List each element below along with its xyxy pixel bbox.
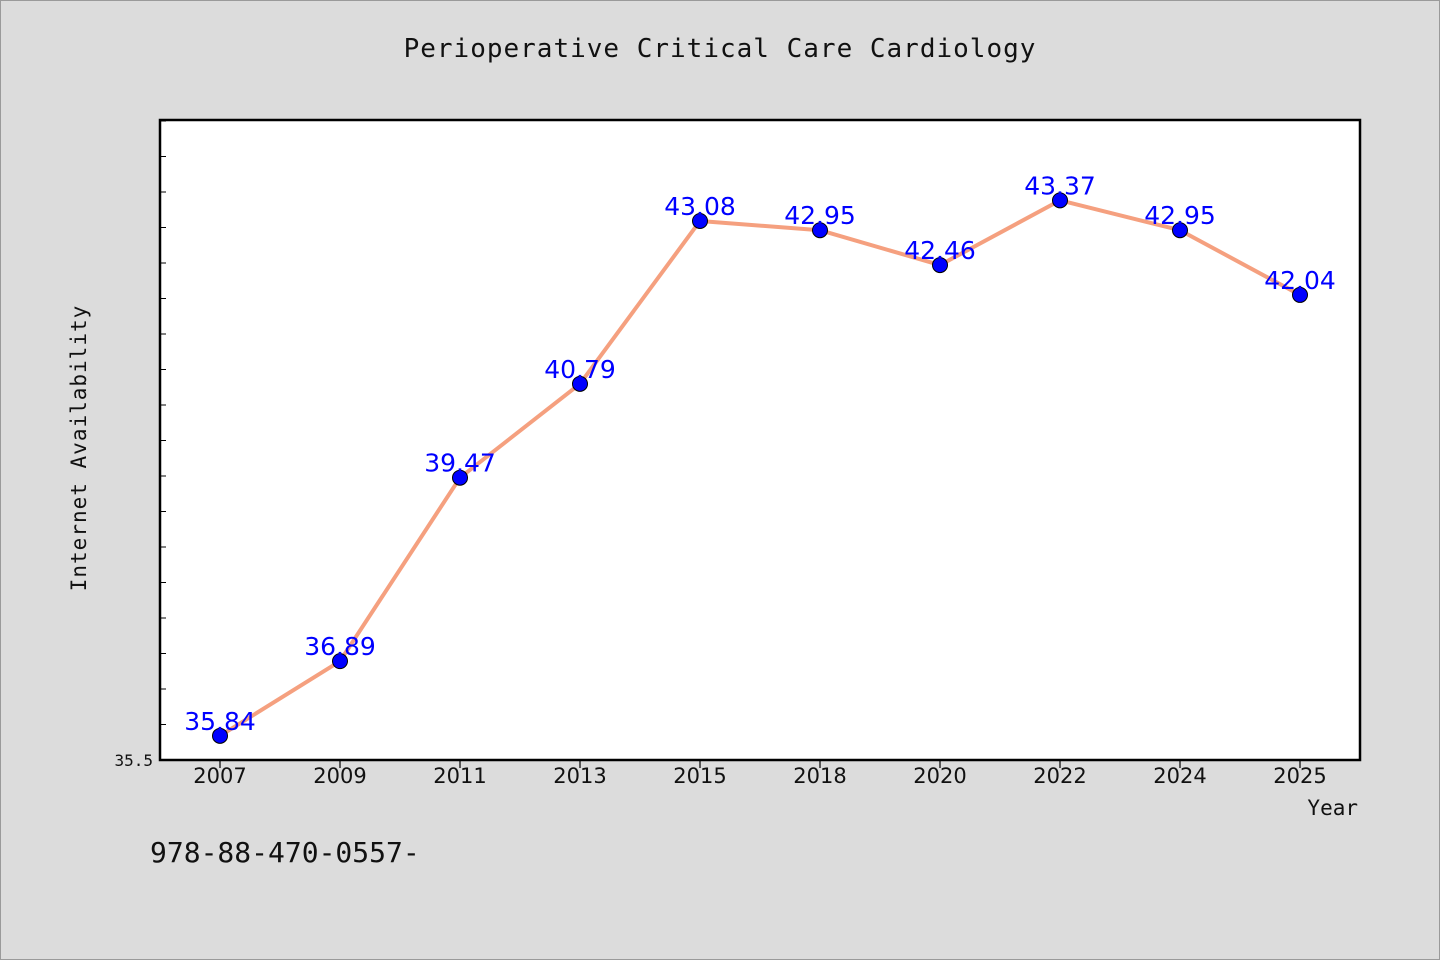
x-tick-label: 2025 (1273, 764, 1326, 788)
x-axis-label: Year (1307, 796, 1358, 820)
data-point (1292, 286, 1308, 303)
series-line (218, 198, 1302, 738)
x-tick-label: 2020 (913, 764, 966, 788)
data-point (332, 653, 348, 670)
data-label: 40.79 (544, 355, 616, 384)
x-tick-label: 2013 (553, 764, 606, 788)
footnote-isbn: 978-88-470-0557- (150, 836, 420, 869)
data-label: 42.46 (904, 236, 976, 265)
data-point (932, 257, 948, 274)
data-point (1172, 222, 1188, 239)
x-tick-label: 2018 (793, 764, 846, 788)
data-label: 43.37 (1024, 171, 1096, 200)
data-point (1052, 192, 1068, 209)
data-label: 36.89 (304, 632, 376, 661)
x-tick-label: 2007 (193, 764, 246, 788)
x-tick-label: 2022 (1033, 764, 1086, 788)
x-tick-label: 2024 (1153, 764, 1206, 788)
y-tick-label: 35.5 (114, 751, 153, 770)
data-label: 43.08 (664, 192, 736, 221)
chart-title: Perioperative Critical Care Cardiology (403, 34, 1037, 64)
x-tick-label: 2015 (673, 764, 726, 788)
data-label: 42.95 (784, 201, 856, 230)
data-label: 35.84 (184, 707, 256, 736)
data-point (212, 727, 228, 744)
data-point (812, 222, 828, 239)
data-point (452, 469, 468, 486)
data-label: 42.95 (1144, 201, 1216, 230)
plot-border (158, 118, 1362, 762)
data-label: 42.04 (1264, 266, 1336, 295)
x-tick-label: 2009 (313, 764, 366, 788)
data-point (572, 375, 588, 392)
data-point (692, 212, 708, 229)
data-label: 39.47 (424, 449, 496, 478)
x-tick-label: 2011 (433, 764, 486, 788)
